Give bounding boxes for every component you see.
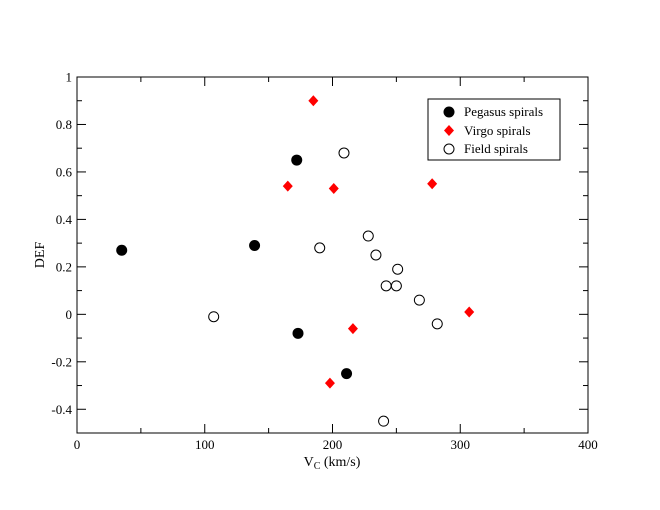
- field-point: [392, 263, 404, 275]
- y-tick-label: 0.2: [56, 259, 72, 274]
- y-axis-label: DEF: [33, 242, 48, 269]
- y-tick-label: -0.2: [51, 354, 72, 369]
- field-point: [390, 280, 402, 292]
- virgo-point: [347, 323, 358, 335]
- field-point: [362, 230, 374, 242]
- x-axis-label: VC (km/s): [304, 455, 361, 472]
- y-axis-ticks: [77, 76, 588, 434]
- legend-label-pegasus: Pegasus spirals: [464, 104, 543, 119]
- series-1: [116, 154, 353, 380]
- legend-marker-virgo: [444, 125, 454, 136]
- x-tick-label: 0: [74, 437, 81, 452]
- pegasus-point: [291, 154, 303, 166]
- field-point: [370, 249, 382, 261]
- x-tick-label: 300: [451, 437, 471, 452]
- x-axis-tick-labels: 0 100 200 300 400: [74, 437, 598, 452]
- legend-marker-field: [443, 143, 455, 155]
- y-tick-label: 0.4: [56, 212, 73, 227]
- legend-label-virgo: Virgo spirals: [464, 123, 531, 138]
- field-point: [338, 147, 350, 159]
- y-axis-tick-labels: -0.4 -0.2 0 0.2 0.4 0.6 0.8 1: [51, 70, 72, 417]
- field-point: [380, 280, 392, 292]
- legend-label-field: Field spirals: [464, 141, 528, 156]
- x-tick-label: 400: [578, 437, 598, 452]
- field-point: [314, 242, 326, 254]
- legend: Pegasus spirals Virgo spirals Field spir…: [427, 98, 561, 161]
- pegasus-point: [292, 327, 304, 339]
- field-point: [208, 311, 220, 323]
- virgo-point: [328, 183, 339, 195]
- field-point: [378, 415, 390, 427]
- pegasus-point: [341, 368, 353, 380]
- pegasus-point: [116, 244, 128, 256]
- virgo-point: [427, 178, 438, 190]
- legend-marker-pegasus: [443, 106, 455, 118]
- y-tick-label: 0: [66, 307, 73, 322]
- y-tick-label: 0.8: [56, 117, 72, 132]
- y-tick-label: 0.6: [56, 164, 73, 179]
- y-tick-label: 1: [66, 70, 73, 85]
- x-tick-label: 200: [323, 437, 343, 452]
- series-3: [208, 147, 443, 427]
- y-tick-label: -0.4: [51, 402, 72, 417]
- field-point: [413, 294, 425, 306]
- virgo-point: [464, 306, 475, 318]
- data-points: [116, 95, 475, 427]
- virgo-point: [324, 377, 335, 389]
- pegasus-point: [249, 240, 261, 252]
- virgo-point: [282, 180, 293, 192]
- series-2: [282, 95, 475, 389]
- field-point: [431, 318, 443, 330]
- x-tick-label: 100: [195, 437, 215, 452]
- x-axis-ticks: [76, 77, 589, 433]
- virgo-point: [308, 95, 319, 107]
